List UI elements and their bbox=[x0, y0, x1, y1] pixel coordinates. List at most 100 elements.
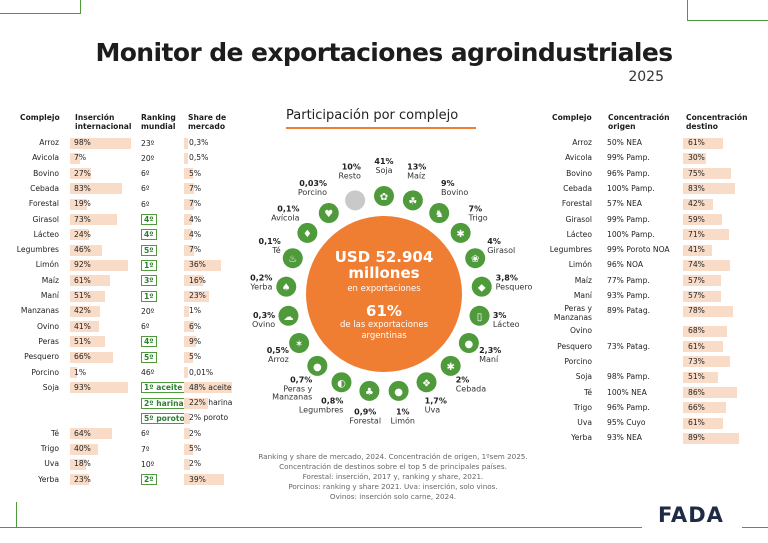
left-row-complejo: Pesquero bbox=[24, 352, 59, 362]
left-row-ranking: 5º bbox=[141, 244, 157, 256]
footnote: Ranking y share de mercado, 2024. Concen… bbox=[245, 452, 541, 502]
right-row-origen: 77% Pamp. bbox=[607, 275, 650, 285]
slice-name-label: Lácteo bbox=[493, 320, 520, 329]
ring-slice: ♨ 0,1%Té bbox=[259, 237, 303, 269]
slice-marker bbox=[282, 248, 303, 269]
insercion-bar bbox=[70, 137, 131, 149]
share-bar bbox=[184, 198, 195, 210]
slice-value-label: 2,3% bbox=[479, 346, 501, 355]
ring-slice: ☁ 0,3%Ovino bbox=[252, 305, 299, 329]
left-row-insercion: 46% bbox=[74, 245, 91, 255]
left-row-complejo: Lácteo bbox=[33, 229, 59, 239]
destino-bar bbox=[683, 356, 730, 368]
left-row-share: 7% bbox=[189, 199, 202, 209]
share-bar bbox=[184, 397, 209, 409]
destino-bar bbox=[683, 387, 738, 398]
right-row-destino: 41% bbox=[688, 245, 705, 255]
ring-slice: ♦ 0,1%Avícola bbox=[271, 204, 318, 243]
slice-name-label: Resto bbox=[339, 172, 361, 181]
slice-marker bbox=[416, 372, 437, 393]
right-row-origen: 95% Cuyo bbox=[607, 418, 646, 428]
right-header-complejo: Complejo bbox=[552, 113, 592, 122]
right-row-complejo: Peras y Manzanas bbox=[553, 304, 592, 323]
left-header-ranking: Ranking mundial bbox=[141, 113, 176, 131]
right-row-complejo: Arroz bbox=[572, 138, 592, 147]
left-row-insercion: 40% bbox=[74, 444, 91, 453]
right-row-destino: 30% bbox=[688, 153, 705, 163]
right-row-origen: 99% Pamp. bbox=[607, 214, 650, 224]
left-row-complejo: Ovino bbox=[36, 321, 59, 331]
left-row-share: 48% aceite bbox=[189, 382, 232, 392]
left-row-share: 0,01% bbox=[189, 367, 214, 377]
left-row-insercion: 83% bbox=[74, 183, 91, 193]
share-bar bbox=[184, 351, 193, 363]
slice-marker bbox=[278, 305, 299, 326]
slice-name-label: Cebada bbox=[456, 384, 487, 393]
slice-marker bbox=[402, 190, 423, 211]
left-row-insercion: 18% bbox=[74, 459, 91, 469]
destino-bar bbox=[683, 259, 731, 271]
slice-name-label: Trigo bbox=[468, 213, 488, 222]
ring-slice: ♠ 0,2%Yerba bbox=[249, 274, 297, 297]
ring-slice: ◆ 3,8%Pesquero bbox=[471, 274, 532, 297]
right-row-origen: 73% Patag. bbox=[607, 341, 651, 351]
ring-slice: ♣ 0,9%Forestal bbox=[349, 380, 381, 426]
ring-slice: ● 1%Limón bbox=[388, 380, 415, 426]
right-row-origen: 89% Patag. bbox=[607, 306, 651, 316]
barley-icon: ✱ bbox=[446, 362, 454, 373]
insercion-bar bbox=[70, 259, 128, 271]
left-row-ranking: 7º bbox=[141, 444, 150, 454]
slice-name-label: Uva bbox=[425, 406, 441, 415]
destino-bar bbox=[683, 137, 724, 149]
slice-name-label: Limón bbox=[391, 416, 415, 426]
left-row-ranking: 20º bbox=[141, 306, 155, 316]
share-bar bbox=[184, 168, 193, 180]
left-row-insercion: 64% bbox=[74, 428, 91, 438]
left-row-ranking: 6º bbox=[141, 169, 150, 179]
footnote-line: Forestal: inserción, 2017 y, ranking y s… bbox=[302, 472, 484, 481]
slice-name-label: Maíz bbox=[407, 172, 425, 181]
left-row-ranking: 1º bbox=[141, 290, 157, 302]
destino-bar bbox=[683, 244, 712, 256]
right-header-origen: Concentración origen bbox=[608, 113, 670, 131]
wheat-icon: ✱ bbox=[456, 229, 464, 240]
insercion-bar bbox=[70, 183, 123, 195]
tree-icon: ♣ bbox=[365, 387, 374, 398]
right-row-complejo: Trigo bbox=[573, 402, 592, 412]
left-row-share: 5% bbox=[189, 168, 202, 178]
frame-line-top-right-v bbox=[687, 0, 688, 21]
share-bar bbox=[184, 367, 188, 378]
insercion-bar bbox=[70, 198, 87, 210]
slice-value-label: 0,2% bbox=[250, 274, 272, 283]
left-row-ranking: 6º bbox=[141, 184, 150, 194]
ring-slice: ✿ 41%Soja bbox=[374, 157, 394, 206]
corn-icon: ☘ bbox=[408, 196, 417, 207]
slice-marker bbox=[374, 186, 394, 206]
left-row-share: 2% bbox=[189, 459, 202, 469]
destino-bar bbox=[683, 341, 724, 353]
left-row-share: 1% bbox=[189, 306, 202, 316]
right-header-destino: Concentración destino bbox=[686, 113, 748, 131]
share-bar bbox=[184, 259, 221, 271]
left-row-complejo: Cebada bbox=[30, 183, 59, 193]
right-row-destino: 59% bbox=[688, 214, 705, 224]
destino-bar bbox=[683, 168, 731, 180]
ring-slice: ● 2,3%Maní bbox=[458, 333, 501, 364]
left-row-insercion: 73% bbox=[74, 214, 91, 224]
ring-slice: ❖ 1,7%Uva bbox=[416, 372, 447, 415]
insercion-bar bbox=[70, 168, 92, 180]
slice-value-label: 7% bbox=[469, 204, 483, 213]
left-row-insercion: 51% bbox=[74, 336, 91, 346]
destino-bar bbox=[683, 152, 706, 164]
ring-slice: ✱ 7%Trigo bbox=[450, 204, 488, 243]
destino-bar bbox=[683, 371, 718, 383]
insercion-bar bbox=[70, 443, 99, 455]
rice-icon: ✶ bbox=[295, 339, 303, 350]
slice-name-label: Yerba bbox=[249, 283, 272, 292]
slice-marker bbox=[469, 305, 490, 326]
slice-name-label: Maní bbox=[479, 355, 499, 364]
slice-name-label: Legumbres bbox=[299, 406, 343, 415]
footnote-line: Ranking y share de mercado, 2024. Concen… bbox=[258, 452, 528, 461]
left-row-ranking: 3º bbox=[141, 275, 157, 287]
frame-line-bottom-right bbox=[742, 527, 768, 528]
